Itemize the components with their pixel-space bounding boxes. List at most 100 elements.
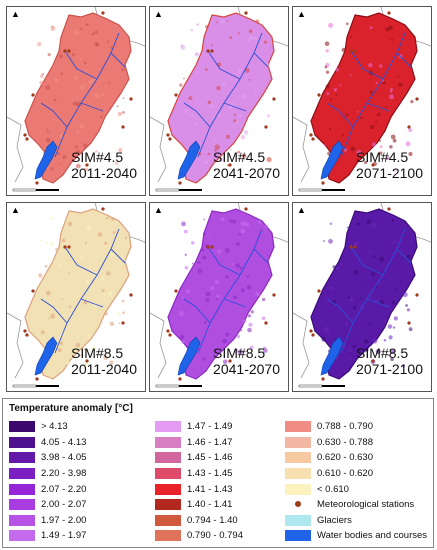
river-course [110, 248, 126, 264]
terrain-texture [210, 43, 213, 46]
north-arrow-icon: ▲ [154, 205, 163, 215]
station-dot-icon [244, 11, 248, 15]
terrain-texture [248, 322, 253, 327]
river-course [350, 50, 384, 80]
river-course [183, 102, 211, 128]
lake [320, 140, 344, 180]
terrain-texture [89, 79, 94, 84]
terrain-texture [229, 219, 233, 223]
station-dot-icon [101, 207, 105, 211]
terrain-texture [68, 305, 72, 309]
terrain-texture [183, 229, 188, 234]
river-course [54, 32, 120, 158]
terrain-texture [375, 120, 378, 123]
terrain-texture [59, 341, 63, 346]
station-dot-icon [174, 289, 178, 293]
map-panel-sim85-2041-2070: ▲ SIM#8.5 2041-2070 [149, 202, 289, 392]
terrain-texture [40, 330, 45, 335]
terrain-texture [385, 105, 388, 108]
terrain-texture [344, 273, 347, 276]
basin-area [167, 12, 275, 184]
terrain-texture [382, 319, 386, 322]
terrain-texture [229, 36, 232, 39]
station-dot-icon [415, 293, 419, 297]
terrain-texture [214, 149, 217, 152]
legend-column: 0.788 - 0.790 0.630 - 0.788 0.620 - 0.630 0… [285, 419, 427, 544]
terrain-texture [356, 111, 359, 113]
period-label: 2071-2100 [356, 165, 423, 181]
legend-item: 0.788 - 0.790 [285, 419, 427, 435]
terrain-texture [243, 130, 249, 135]
terrain-texture [392, 39, 394, 41]
terrain-texture [238, 114, 243, 118]
terrain-texture [80, 27, 83, 31]
terrain-texture [220, 217, 225, 222]
terrain-texture [197, 268, 203, 274]
terrain-texture [364, 160, 368, 164]
terrain-texture [59, 133, 64, 139]
terrain-texture [233, 348, 239, 354]
terrain-texture [353, 241, 359, 246]
terrain-texture [346, 226, 349, 229]
terrain-texture [79, 82, 81, 84]
terrain-texture [122, 289, 125, 292]
terrain-texture [389, 349, 395, 355]
station-dot-icon [264, 321, 268, 325]
station-dot-icon [317, 289, 321, 293]
terrain-texture [369, 90, 373, 94]
terrain-texture [242, 24, 245, 27]
legend-label: 0.610 - 0.620 [317, 468, 373, 480]
terrain-texture [231, 263, 234, 266]
terrain-texture [375, 81, 378, 85]
terrain-texture [83, 348, 86, 351]
terrain-texture [397, 75, 400, 78]
river-course [110, 52, 126, 68]
terrain-texture [339, 84, 342, 86]
terrain-texture [371, 222, 377, 228]
terrain-texture [328, 127, 332, 131]
legend-swatch [285, 452, 311, 464]
terrain-texture [356, 150, 362, 155]
terrain-texture [393, 240, 396, 244]
terrain-texture [323, 144, 326, 147]
terrain-texture [216, 21, 218, 24]
legend-swatch [155, 530, 181, 542]
terrain-texture [44, 264, 48, 268]
terrain-texture [335, 67, 339, 72]
terrain-texture [83, 300, 88, 305]
station-dot-icon [407, 125, 411, 129]
terrain-texture [379, 145, 383, 149]
legend-item: 1.97 - 2.00 [9, 513, 86, 529]
terrain-texture [401, 289, 404, 292]
river-course [80, 102, 104, 112]
station-dot-icon [121, 321, 125, 325]
terrain-texture [48, 317, 51, 320]
terrain-texture [379, 256, 385, 262]
legend-swatch [9, 421, 35, 433]
terrain-texture [393, 169, 396, 172]
terrain-texture [111, 217, 115, 221]
terrain-texture [65, 24, 68, 26]
station-dot-icon [168, 137, 172, 141]
terrain-texture [190, 28, 194, 32]
terrain-texture [233, 119, 237, 123]
terrain-texture [122, 311, 125, 314]
terrain-texture [352, 305, 357, 310]
terrain-texture [47, 53, 51, 57]
terrain-texture [263, 40, 267, 44]
station-dot-icon [31, 93, 35, 97]
terrain-texture [210, 286, 215, 291]
north-arrow-icon: ▲ [11, 205, 20, 215]
terrain-texture [402, 364, 406, 368]
basin-map [150, 203, 288, 388]
station-dot-icon [35, 181, 39, 185]
terrain-texture [107, 40, 110, 43]
terrain-texture [233, 295, 238, 300]
terrain-texture [408, 151, 413, 157]
legend-label: 2.00 - 2.07 [41, 499, 87, 511]
terrain-texture [55, 248, 58, 251]
terrain-texture [353, 269, 359, 275]
terrain-texture [76, 130, 79, 134]
terrain-texture [266, 157, 272, 163]
terrain-texture [79, 57, 83, 61]
